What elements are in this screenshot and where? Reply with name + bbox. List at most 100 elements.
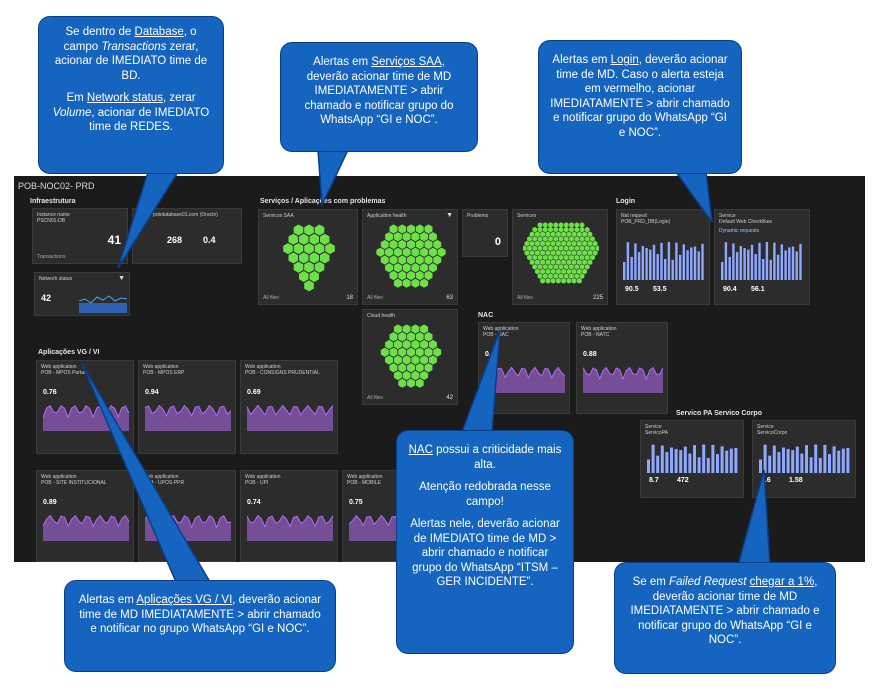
hexagon-cell: [540, 231, 545, 238]
hexagon-cell: [402, 247, 411, 257]
hexagon-cell: [535, 231, 540, 238]
hexagon-cell: [411, 232, 420, 242]
hexagon-cell: [545, 278, 551, 284]
bar: [791, 450, 795, 473]
sparkline: [43, 514, 129, 541]
bar: [671, 259, 674, 280]
bar: [701, 243, 704, 280]
bar: [637, 252, 641, 280]
bar: [623, 262, 626, 280]
hexagon-cell: [556, 259, 561, 265]
service-tile-health[interactable]: Application health ▼ All files 63: [362, 209, 458, 305]
app-tile[interactable]: Web application POB - UPI 0.74: [240, 470, 338, 562]
hexagon-cell: [415, 239, 424, 250]
hexagon-cell: [527, 245, 532, 251]
hexagon-cell: [411, 355, 420, 365]
infra-tile-database[interactable]: Instance name PSCN01-DB 41 Transactions: [32, 208, 128, 264]
sparkline-area: [145, 405, 231, 431]
hexagon-cell: [579, 254, 585, 261]
tile-title: Web application POB - MPOS Portal: [41, 364, 86, 376]
infra-tile-network-status[interactable]: Network status ▼ 42: [34, 272, 130, 316]
login-tile-1[interactable]: Nat request POB_PRD_DB(Login) 90.5 53.5: [616, 209, 710, 305]
callout-failed-request: Se em Failed Request chegar a 1%, deverã…: [614, 562, 836, 674]
service-tile-cloud[interactable]: Cloud health All files 42: [362, 309, 458, 405]
sparkline-area: [583, 367, 663, 393]
hexagon-cell: [293, 224, 304, 236]
login-tile-2[interactable]: Service Default Web Checklikes Dynamic r…: [714, 209, 810, 305]
app-tile[interactable]: Web application POB - MPOS Portal 0.76: [36, 360, 134, 454]
hexagon-cell: [424, 347, 433, 357]
hexagon-cell: [304, 280, 314, 292]
hexagon-cell: [532, 245, 538, 251]
hexagon-cell: [553, 254, 559, 261]
tile-title: Network status: [39, 276, 73, 282]
app-tile[interactable]: Web application POB - CONSIGNS PRUDENTIA…: [240, 360, 338, 454]
hexagon-cell: [553, 264, 559, 270]
hexagon-cell: [563, 245, 569, 251]
hexagon-cell: [574, 226, 580, 233]
bar: [776, 254, 780, 280]
hexagon-cell: [579, 273, 585, 279]
hexagon-cell: [582, 250, 587, 256]
hexagon-cell: [561, 259, 566, 265]
hexagon-cell: [433, 347, 442, 357]
pa-tile[interactable]: Service ServicoPA 8.7 472: [640, 420, 744, 498]
service-tile-saa[interactable]: Servicos SAA All files 18: [258, 209, 358, 305]
bar: [716, 454, 719, 473]
hexagon-cell: [537, 273, 543, 279]
hexagon-cell: [398, 378, 407, 388]
hexagon-cell: [584, 236, 590, 242]
section-nac: NAC: [478, 312, 494, 319]
hexagon-cell: [420, 247, 429, 257]
hexagon-cell: [398, 363, 407, 373]
callout-aplicacoes: Alertas em Aplicações VG / VI, deverão a…: [64, 580, 336, 672]
hexagon-cell: [428, 339, 437, 350]
bar: [626, 242, 630, 280]
hexagon-cell: [579, 222, 585, 228]
hexagon-cell: [398, 255, 407, 265]
tile-count: 42: [446, 395, 453, 401]
hexagon-cell: [569, 226, 574, 233]
hexagon-cell: [556, 250, 561, 256]
tile-title: Web application POB - MPOS ERP: [143, 364, 185, 376]
pa-tile[interactable]: Service ServicoCorpo 4.6 1.58: [752, 420, 856, 498]
hexagon-cell: [566, 278, 572, 284]
nac-tile[interactable]: Web application POB - NATC 0.88: [576, 322, 668, 414]
hexagon-cell: [571, 259, 577, 265]
hexagon-cell: [535, 268, 540, 275]
sparkline-line: [43, 404, 129, 419]
hexagon-cell: [571, 250, 577, 256]
bar: [690, 247, 693, 280]
hexagon-cell: [402, 339, 411, 350]
app-tile[interactable]: Web application POB - SITE INSTITUCIONAL…: [36, 470, 134, 562]
hexagon-cell: [385, 355, 394, 365]
hexagon-cell: [574, 264, 580, 270]
filter-icon: ▼: [118, 275, 125, 282]
service-tile-problems[interactable]: Problems 0: [462, 209, 508, 257]
hexagon-cell: [563, 226, 569, 233]
hexagon-cell: [411, 247, 420, 257]
tile-title: Instance name PSCN01-DB: [37, 212, 70, 224]
hexagon-cell: [407, 363, 415, 373]
hexagon-cluster: [283, 224, 335, 292]
hexagon-cell: [537, 236, 543, 242]
bar: [656, 455, 660, 473]
hexagon-cell: [407, 270, 415, 281]
tile-value-1: 8.7: [649, 477, 659, 484]
tile-title: Service ServicoCorpo: [757, 424, 788, 436]
hexagon-cell: [579, 245, 585, 251]
hexagon-cell: [537, 226, 543, 233]
tile-value-2: 53.5: [653, 286, 667, 293]
bar: [664, 259, 667, 280]
hexagon-cell: [398, 239, 407, 250]
hexagon-cell: [540, 259, 545, 265]
tile-value-2: 1.58: [789, 477, 803, 484]
network-volume-value: 42: [41, 293, 52, 303]
hexagon-cell: [411, 324, 420, 334]
bar: [678, 254, 682, 280]
hexagon-cell: [556, 231, 561, 238]
app-tile[interactable]: Web application POB - MPOS ERP 0.94: [138, 360, 236, 454]
hexagon-cell: [420, 370, 429, 381]
service-tile-services[interactable]: Services All files 225: [512, 209, 608, 305]
tile-title: Servicos SAA: [263, 213, 294, 219]
